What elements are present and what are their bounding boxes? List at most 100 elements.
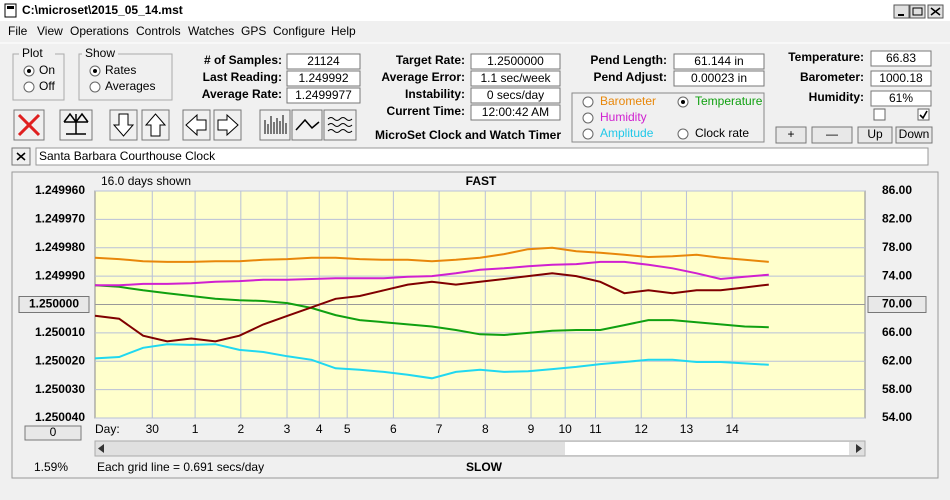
button[interactable] [811,126,853,144]
series-line [94,343,769,380]
series-line [94,284,769,337]
x-tick-label: 10 [559,422,573,436]
radio-dot [27,69,31,73]
button[interactable] [775,126,807,144]
radio-dot [93,69,97,73]
y-tick-label: 1.250010 [35,325,85,339]
scroll-thumb[interactable] [565,442,849,455]
scroll-arrow[interactable] [856,444,862,453]
x-tick-label: 4 [316,422,323,436]
x-tick-label: 14 [725,422,739,436]
axis-button[interactable] [867,296,927,313]
field-label: Barometer: [800,70,864,84]
checkbox[interactable] [873,108,886,121]
axis-button[interactable] [24,425,82,441]
app-title: MicroSet Clock and Watch Timer [375,128,561,142]
x-tick-label: 6 [390,422,397,436]
radio[interactable] [582,96,594,108]
radio-label: On [39,63,55,77]
tool-icon [17,113,41,137]
field-box [470,87,561,104]
field-label: Temperature: [788,50,864,64]
x-tick-label: 1 [192,422,199,436]
field-value: 61% [889,91,913,105]
field-value: 1.249992 [298,71,348,85]
axis-button[interactable] [18,296,90,313]
menu-item[interactable]: Configure [273,24,325,38]
window-controls[interactable] [893,4,944,19]
field-label: Average Error: [381,70,465,84]
field-value: 1000.18 [879,71,923,85]
y-tick-label: 1.249980 [35,240,85,254]
x-axis-label: Day: [95,422,120,436]
clock-name-field[interactable] [35,147,929,166]
y2-tick-label: 78.00 [882,240,912,254]
menu-item[interactable]: GPS [241,24,266,38]
y-tick-label: 1.249960 [35,183,85,197]
series-line [94,246,769,263]
group-title-bg [82,47,118,60]
tool-icon [63,112,89,135]
scroll-arrow[interactable] [98,444,104,453]
menu-item[interactable]: Operations [70,24,129,38]
close-icon [930,7,941,16]
field-value: 21124 [307,54,340,68]
field-box [470,104,561,121]
sensor-group [571,92,765,143]
x-tick-label: 11 [589,422,602,436]
tool-icon [217,113,239,137]
menu-item[interactable]: Controls [136,24,181,38]
group-title: Show [85,46,115,60]
days-shown: 16.0 days shown [101,174,191,188]
x-tick-label: 5 [344,422,351,436]
radio[interactable] [582,112,594,124]
y2-tick-label: 54.00 [882,410,912,424]
field-box [673,53,765,70]
field-label: Average Rate: [202,87,282,101]
field-box [870,90,932,107]
radio[interactable] [677,128,689,140]
radio[interactable] [582,128,594,140]
tool-icon [295,118,320,131]
y-tick-label: 1.249970 [35,212,85,226]
check [919,110,928,120]
field-value: 0.00023 in [691,71,747,85]
tool-icon [112,113,135,137]
field-box [286,53,361,70]
button[interactable] [895,126,933,144]
x-tick-label: 7 [436,422,443,436]
field-label: Pend Length: [590,53,667,67]
minimize[interactable] [893,4,910,19]
series-line [95,260,769,287]
button[interactable] [857,126,893,144]
sensor-label: Amplitude [600,126,654,140]
series-line [94,272,769,343]
y-tick-label: 1.250020 [35,353,85,367]
maximize[interactable] [909,4,926,19]
menu-item[interactable]: File [8,24,28,38]
field-box [870,50,932,67]
x-tick-label: 8 [482,422,489,436]
sensor-label: Barometer [600,94,656,108]
radio-dot [681,100,685,104]
button-label: — [826,127,838,141]
toolbar [13,109,357,141]
field-value: 66.83 [886,51,916,65]
menu-item[interactable]: Help [331,24,356,38]
x-tick-label: 13 [680,422,694,436]
checkbox[interactable] [917,108,930,121]
title-bar [0,0,950,21]
radio[interactable] [89,81,101,93]
y2-tick-label: 66.00 [882,325,912,339]
sensor-label: Humidity [600,110,647,124]
radio[interactable] [23,81,35,93]
group-title: Plot [22,46,43,60]
radio-label: Off [39,79,55,93]
menu-item[interactable]: Watches [188,24,234,38]
field-box [673,70,765,87]
x-tick-label: 30 [146,422,160,436]
clock-name: Santa Barbara Courthouse Clock [39,149,216,163]
tool-button[interactable] [291,109,323,141]
menu-item[interactable]: View [37,24,63,38]
x-tick-label: 9 [528,422,535,436]
